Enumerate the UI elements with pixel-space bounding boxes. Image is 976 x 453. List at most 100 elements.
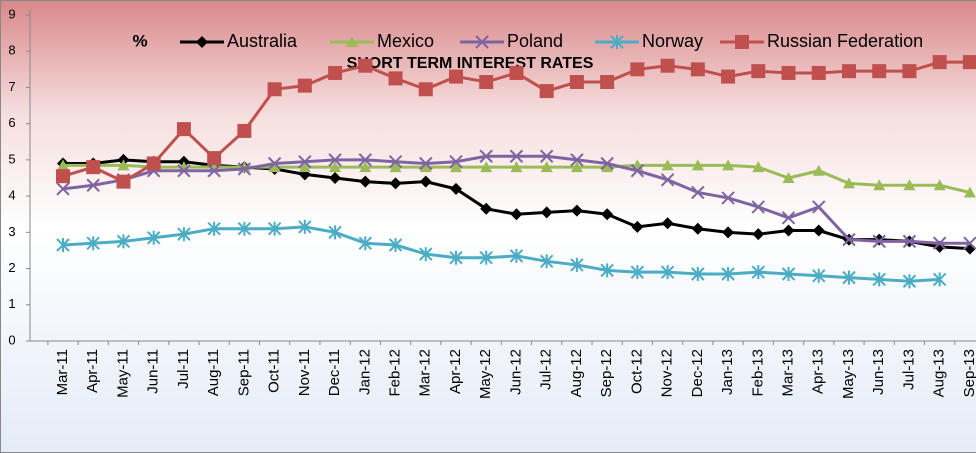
marker [902,274,917,289]
unit-label: % [132,31,147,50]
x-tick-label: Sep-11 [235,349,252,396]
x-tick-label: Aug-12 [568,349,585,397]
marker [570,257,584,272]
marker [146,156,161,171]
y-tick-label: 6 [8,115,15,130]
chart-title: SHORT TERM INTEREST RATES [347,55,594,72]
x-tick-label: Mar-12 [417,349,434,397]
marker [358,153,373,167]
marker [811,65,826,80]
x-tick-label: Jul-13 [900,349,917,390]
marker [86,236,100,251]
x-tick-label: Apr-13 [810,349,827,394]
marker [963,236,976,250]
marker [449,250,463,265]
marker [479,149,493,163]
x-tick-label: Oct-12 [628,349,645,394]
marker [752,161,765,173]
legend-label: Australia [227,31,298,51]
marker [297,78,312,93]
y-tick-label: 0 [8,332,15,347]
marker [509,149,524,163]
marker [389,161,402,173]
series-line [62,225,940,283]
marker [328,65,343,80]
marker [600,75,615,90]
marker [267,82,282,97]
legend-label: Russian Federation [767,31,923,51]
marker [932,272,947,287]
x-tick-label: Oct-11 [266,349,283,393]
x-tick-label: Apr-11 [84,349,101,393]
marker [388,238,403,253]
x-tick-label: May-11 [114,349,131,398]
marker [448,69,463,84]
x-tick-label: Sep-12 [598,349,615,397]
marker [932,55,947,70]
marker [449,154,463,169]
marker [962,55,976,70]
marker [781,211,796,225]
marker [540,161,553,173]
marker [237,162,252,176]
marker [475,35,489,49]
marker [872,64,887,79]
marker [177,227,191,242]
y-tick-label: 5 [8,151,15,166]
marker [722,226,735,239]
marker [176,122,191,137]
marker [298,154,312,169]
marker [691,222,704,235]
marker [752,228,765,241]
series [56,55,976,189]
marker [691,159,704,171]
marker [872,272,886,287]
marker [751,64,766,79]
marker [782,172,795,183]
marker [660,265,675,280]
marker [56,238,70,253]
marker [480,202,493,215]
x-tick-label: Nov-11 [296,349,313,396]
marker [721,266,735,281]
x-tick-label: Jul-11 [175,349,192,389]
marker [661,217,674,230]
y-tick-label: 1 [8,296,15,311]
x-tick-label: Jul-12 [538,349,555,390]
marker [721,69,736,84]
marker [781,266,796,281]
marker [842,270,856,285]
marker [419,156,433,171]
marker [146,230,161,245]
legend-label: Norway [642,31,703,51]
marker [630,164,645,178]
y-tick-label: 7 [8,79,15,94]
marker [419,247,433,262]
marker [116,234,131,249]
marker [691,185,705,200]
legend-label: Mexico [377,31,434,51]
marker [207,164,221,178]
x-tick-label: Sep-13 [961,349,976,397]
marker [812,224,825,237]
marker [600,263,614,278]
y-tick-label: 8 [8,43,15,58]
marker [963,186,976,198]
marker [570,204,583,217]
marker [449,182,462,195]
marker [389,177,402,190]
marker [359,175,372,188]
marker [56,182,70,196]
marker [873,179,886,191]
x-tick-label: Jan-12 [356,349,373,395]
marker [268,161,281,173]
x-tick-label: Jun-11 [145,349,162,394]
marker [358,236,373,251]
marker [418,82,433,97]
marker [570,153,584,167]
marker [569,75,584,90]
x-tick-label: Mar-11 [54,349,71,395]
marker [751,265,765,280]
marker [509,65,524,80]
